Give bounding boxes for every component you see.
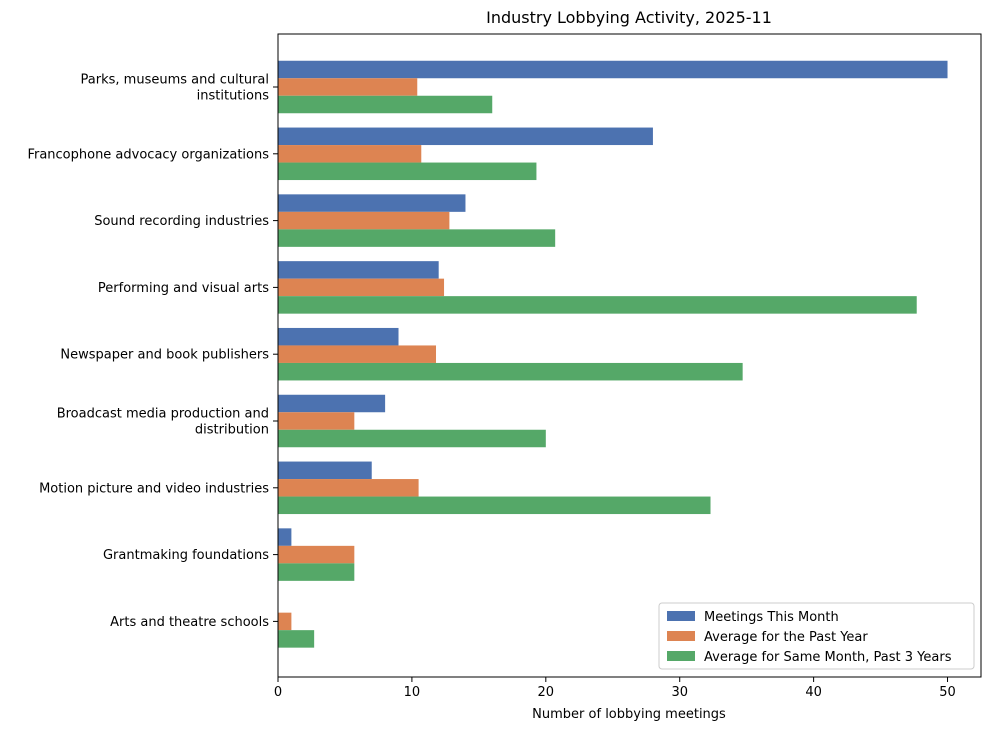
legend: Meetings This Month Average for the Past …: [658, 602, 975, 670]
bar-3-8: [278, 563, 355, 581]
bars-layer: [278, 60, 948, 648]
bar-1-4: [278, 261, 439, 279]
bar-1-3: [278, 194, 466, 212]
y-tick-label: Francophone advocacy organizations: [27, 147, 269, 162]
bar-1-6: [278, 394, 386, 413]
x-tick-label: 40: [805, 685, 822, 700]
legend-label: Average for the Past Year: [704, 630, 868, 645]
y-tick-label: Arts and theatre schools: [110, 615, 269, 630]
legend-swatch: [667, 631, 695, 641]
bar-1-8: [278, 528, 292, 546]
x-tick-label: 50: [939, 685, 956, 700]
y-tick-label: institutions: [197, 89, 270, 104]
y-tick-label: Grantmaking foundations: [103, 548, 269, 563]
legend-swatch: [667, 651, 695, 661]
bar-2-2: [278, 145, 422, 163]
bar-2-8: [278, 545, 355, 564]
x-axis: 0 10 20 30 40 50: [274, 677, 956, 700]
legend-swatch: [667, 611, 695, 621]
bar-2-7: [278, 479, 419, 497]
bar-1-5: [278, 327, 399, 346]
y-tick-label: Motion picture and video industries: [39, 481, 269, 496]
bar-2-1: [278, 78, 418, 96]
y-tick-label: distribution: [195, 423, 269, 438]
x-axis-label: Number of lobbying meetings: [532, 707, 726, 722]
legend-box: [658, 602, 975, 670]
bar-3-3: [278, 229, 556, 247]
y-tick-label: Broadcast media production and: [57, 407, 269, 422]
bar-1-7: [278, 461, 372, 480]
legend-label: Average for Same Month, Past 3 Years: [704, 650, 952, 665]
bar-3-7: [278, 496, 711, 515]
bar-3-9: [278, 630, 315, 648]
bar-2-4: [278, 278, 445, 297]
bar-2-3: [278, 211, 450, 230]
bar-1-2: [278, 127, 653, 146]
y-tick-label: Performing and visual arts: [98, 281, 269, 296]
bar-2-5: [278, 345, 437, 363]
legend-label: Meetings This Month: [704, 610, 839, 625]
x-tick-label: 20: [538, 685, 555, 700]
y-tick-label: Newspaper and book publishers: [60, 348, 269, 363]
bar-3-1: [278, 95, 493, 114]
x-tick-label: 30: [671, 685, 688, 700]
bar-3-4: [278, 296, 917, 314]
bar-3-6: [278, 429, 546, 448]
y-tick-label: Parks, museums and cultural: [81, 73, 269, 88]
bar-2-9: [278, 612, 292, 631]
x-tick-label: 10: [404, 685, 421, 700]
y-tick-label: Sound recording industries: [94, 214, 269, 229]
bar-1-1: [278, 60, 948, 79]
bar-3-2: [278, 162, 537, 181]
plot-frame: [277, 33, 982, 678]
bar-2-6: [278, 412, 355, 430]
bar-3-5: [278, 362, 743, 381]
x-tick-label: 0: [274, 685, 282, 700]
chart-title: Industry Lobbying Activity, 2025-11: [486, 8, 772, 27]
